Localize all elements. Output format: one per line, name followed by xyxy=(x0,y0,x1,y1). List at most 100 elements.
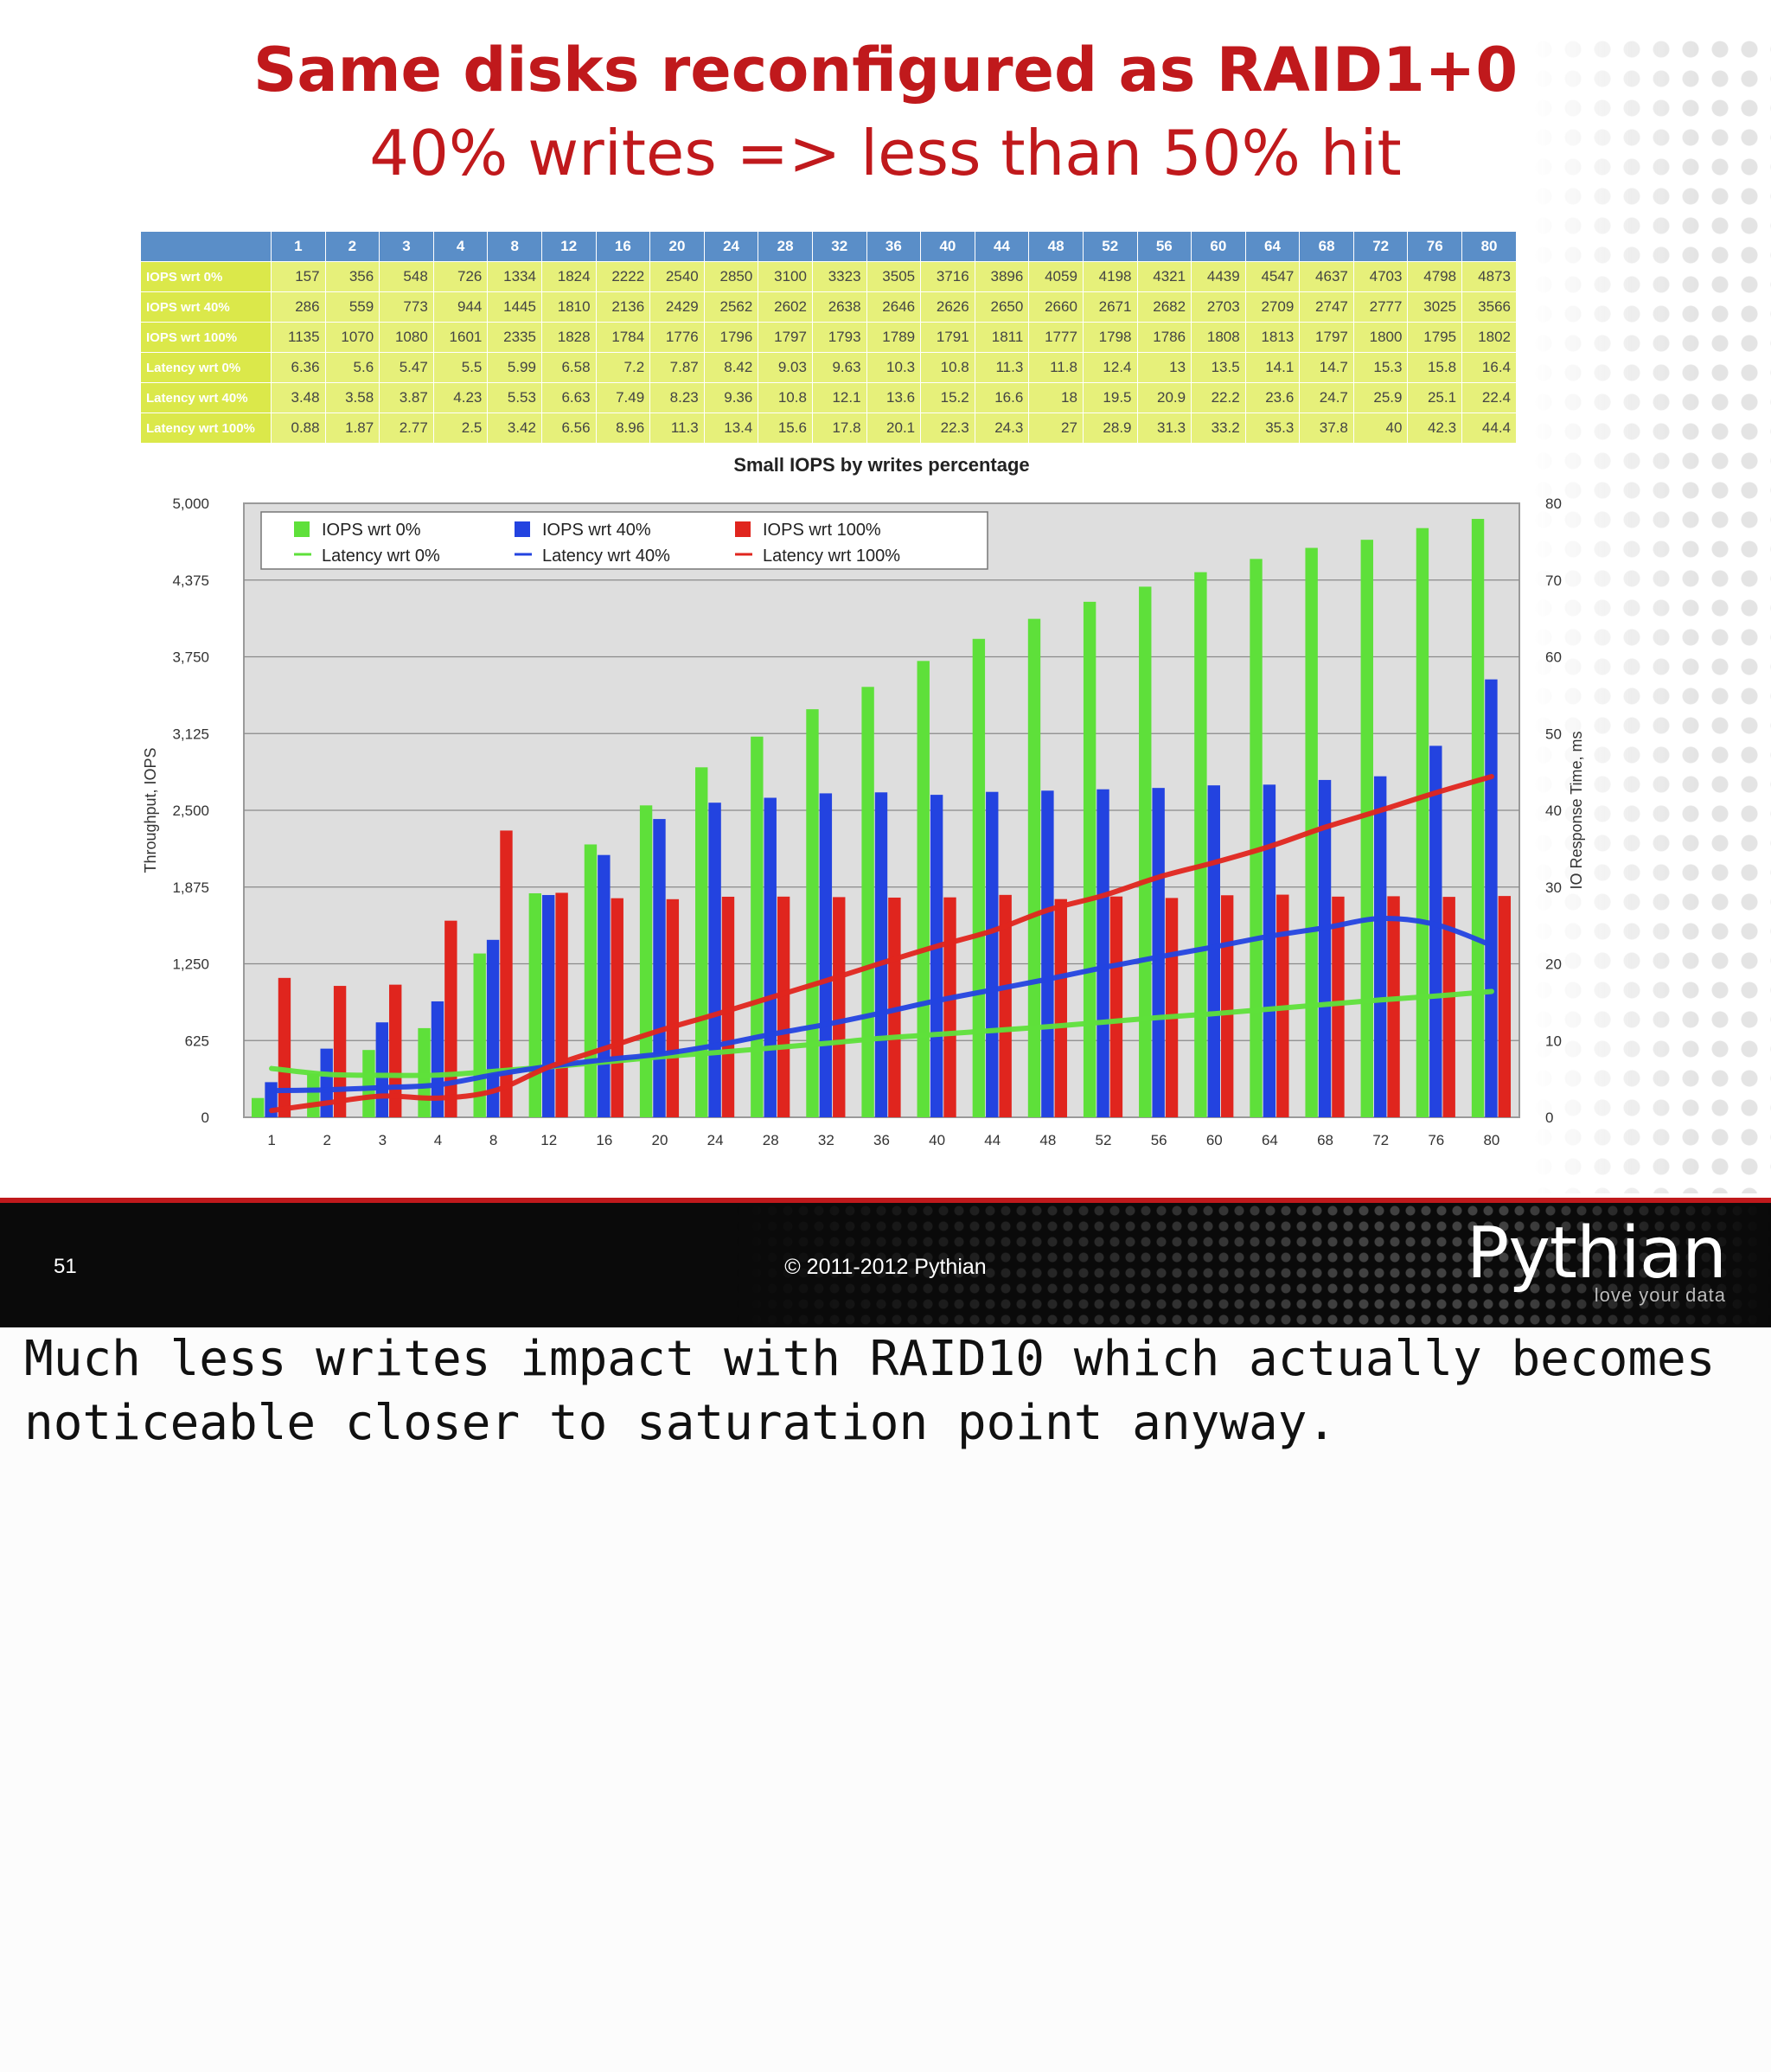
speaker-notes: Much less writes impact with RAID10 whic… xyxy=(24,1331,1716,1451)
table-cell: 1795 xyxy=(1407,322,1463,353)
table-cell: 15.3 xyxy=(1352,352,1409,383)
bar xyxy=(972,638,986,1117)
table-cell: 2602 xyxy=(758,291,813,323)
y2-tick-label: 30 xyxy=(1545,879,1562,896)
table-cell: 3100 xyxy=(758,261,813,292)
x-tick-label: 80 xyxy=(1483,1132,1499,1148)
table-cell: 1601 xyxy=(432,322,489,353)
bar xyxy=(251,1097,265,1117)
table-cell: 15.8 xyxy=(1407,352,1463,383)
table-cell: 6.36 xyxy=(271,352,326,383)
table-cell: 15.6 xyxy=(758,412,813,444)
x-tick-label: 52 xyxy=(1096,1132,1112,1148)
table-column-header: 56 xyxy=(1136,231,1192,262)
table-cell: 24.7 xyxy=(1299,382,1354,413)
bar xyxy=(1318,779,1332,1117)
bar xyxy=(389,984,402,1117)
table-cell: 27 xyxy=(1028,412,1084,444)
table-column-header: 44 xyxy=(974,231,1030,262)
table-cell: 4439 xyxy=(1191,261,1246,292)
table-column-header: 68 xyxy=(1299,231,1354,262)
legend-swatch xyxy=(294,521,310,537)
bar xyxy=(1250,559,1263,1117)
series-line xyxy=(269,916,1494,1094)
table-cell: 5.5 xyxy=(432,352,489,383)
chart: Small IOPS by writes percentage 0 625 1,250… xyxy=(130,450,1617,1167)
bar xyxy=(695,767,708,1117)
table-cell: 37.8 xyxy=(1299,412,1354,444)
table-column-header: 48 xyxy=(1028,231,1084,262)
table-cell: 944 xyxy=(432,291,489,323)
table-cell: 22.4 xyxy=(1461,382,1517,413)
table-cell: 11.8 xyxy=(1028,352,1084,383)
table-cell: 2.5 xyxy=(432,412,489,444)
table-cell: 2671 xyxy=(1082,291,1138,323)
table-cell: 4637 xyxy=(1299,261,1354,292)
bar xyxy=(986,791,999,1117)
table-cell: 22.2 xyxy=(1191,382,1246,413)
table-row: IOPS wrt 40% 286 559 773 944 1445 1810 2136 2429… xyxy=(140,291,1517,323)
y2-tick-label: 50 xyxy=(1545,726,1562,742)
table-row-label: IOPS wrt 0% xyxy=(140,261,272,292)
table-cell: 42.3 xyxy=(1407,412,1463,444)
bar xyxy=(917,661,930,1117)
table-cell: 5.6 xyxy=(324,352,380,383)
table-cell: 1776 xyxy=(649,322,705,353)
table-cell: 9.03 xyxy=(758,352,813,383)
table-column-header: 12 xyxy=(540,231,597,262)
table-cell: 9.36 xyxy=(703,382,759,413)
pythian-logo: Pythian love your data xyxy=(1467,1218,1727,1307)
bar xyxy=(653,819,666,1117)
slide: Same disks reconfigured as RAID1+0 40% w… xyxy=(0,35,1771,1327)
table-cell: 3.58 xyxy=(324,382,380,413)
legend-label: Latency wrt 0% xyxy=(322,547,440,566)
table-cell: 2540 xyxy=(649,261,705,292)
table-cell: 7.2 xyxy=(595,352,651,383)
table-cell: 16.6 xyxy=(974,382,1030,413)
table-cell: 5.53 xyxy=(487,382,542,413)
table-cell: 6.56 xyxy=(540,412,597,444)
bar xyxy=(1194,572,1207,1117)
bar xyxy=(1387,896,1400,1117)
y2-tick-label: 60 xyxy=(1545,649,1562,666)
table-cell: 1811 xyxy=(974,322,1030,353)
x-tick-label: 40 xyxy=(929,1132,945,1148)
chart-svg: Small IOPS by writes percentage 0 625 1,250… xyxy=(142,454,1585,1148)
table-cell: 3025 xyxy=(1407,291,1463,323)
table-cell: 1793 xyxy=(811,322,867,353)
bar xyxy=(1096,789,1109,1117)
table-cell: 20.9 xyxy=(1136,382,1192,413)
table-cell: 1813 xyxy=(1244,322,1301,353)
table-cell: 1789 xyxy=(866,322,922,353)
table-cell: 3896 xyxy=(974,261,1030,292)
table-cell: 1797 xyxy=(758,322,813,353)
table-column-header: 64 xyxy=(1244,231,1301,262)
background-dots xyxy=(1529,35,1771,1193)
table-cell: 7.49 xyxy=(595,382,651,413)
copyright-text: © 2011-2012 Pythian xyxy=(784,1255,987,1279)
table-cell: 17.8 xyxy=(811,412,867,444)
bar xyxy=(833,897,846,1117)
table-cell: 2682 xyxy=(1136,291,1192,323)
bar xyxy=(1041,790,1054,1117)
table-cell: 1810 xyxy=(540,291,597,323)
table-cell: 1796 xyxy=(703,322,759,353)
table-cell: 4547 xyxy=(1244,261,1301,292)
y2-tick-label: 80 xyxy=(1545,496,1562,512)
table-row: IOPS wrt 100% 1135 1070 1080 1601 2335 1828 178… xyxy=(140,322,1517,353)
table-cell: 2222 xyxy=(595,261,651,292)
table-cell: 8.96 xyxy=(595,412,651,444)
bar xyxy=(1054,899,1067,1117)
table-column-header: 52 xyxy=(1082,231,1138,262)
logo-tagline: love your data xyxy=(1594,1284,1726,1306)
table-cell: 1797 xyxy=(1299,322,1354,353)
y-tick-label: 3,125 xyxy=(172,726,209,742)
bar xyxy=(708,803,721,1117)
table-cell: 1070 xyxy=(324,322,380,353)
bar xyxy=(1139,586,1152,1117)
table-cell: 0.88 xyxy=(271,412,326,444)
bar xyxy=(819,793,833,1117)
x-tick-label: 20 xyxy=(652,1132,668,1148)
bar xyxy=(362,1050,375,1117)
table-row: Latency wrt 100% 0.88 1.87 2.77 2.5 3.42 6.56 8… xyxy=(140,412,1517,444)
